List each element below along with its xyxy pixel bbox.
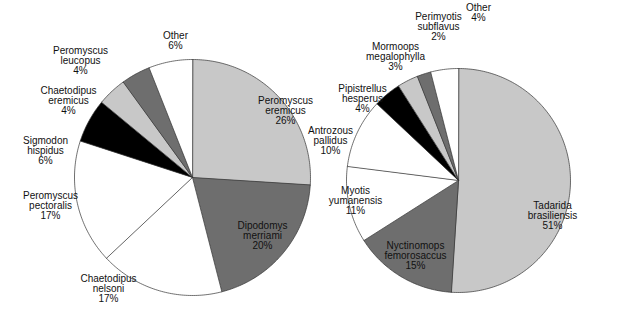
svg-text:Sigmodonhispidus6%: Sigmodonhispidus6% xyxy=(23,135,68,166)
svg-text:Pipistrellushesperus4%: Pipistrellushesperus4% xyxy=(338,83,386,114)
svg-text:Other6%: Other6% xyxy=(163,30,189,51)
svg-text:Dipodomysmerriami20%: Dipodomysmerriami20% xyxy=(237,220,287,251)
svg-text:Mormoopsmegalophylla3%: Mormoopsmegalophylla3% xyxy=(366,41,425,72)
svg-text:Peromyscuseremicus26%: Peromyscuseremicus26% xyxy=(258,95,313,126)
svg-text:Other4%: Other4% xyxy=(466,2,492,23)
svg-text:Peromyscuspectoralis17%: Peromyscuspectoralis17% xyxy=(23,190,78,221)
svg-text:Chaetodipuseremicus4%: Chaetodipuseremicus4% xyxy=(40,85,96,116)
svg-text:Myotisyumanensis11%: Myotisyumanensis11% xyxy=(329,185,382,216)
svg-text:Tadaridabrasiliensis51%: Tadaridabrasiliensis51% xyxy=(528,200,577,231)
svg-text:Antrozouspallidus10%: Antrozouspallidus10% xyxy=(308,125,353,156)
svg-text:Nyctinomopsfemorosaccus15%: Nyctinomopsfemorosaccus15% xyxy=(384,240,446,271)
svg-text:Perimyotissubflavus2%: Perimyotissubflavus2% xyxy=(415,11,462,42)
svg-text:Peromyscusleucopus4%: Peromyscusleucopus4% xyxy=(53,45,108,76)
svg-text:Chaetodipusnelsoni17%: Chaetodipusnelsoni17% xyxy=(80,273,136,304)
